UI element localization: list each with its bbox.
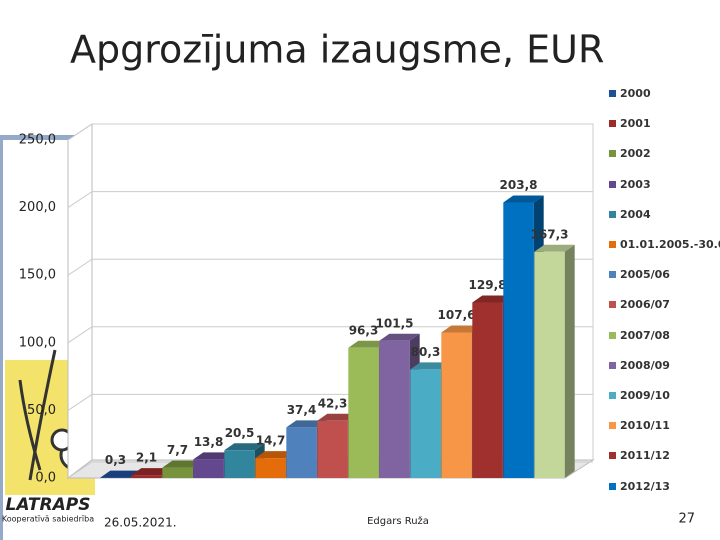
legend-swatch [609,482,616,490]
bar [224,450,255,478]
data-label: 13,8 [194,435,224,449]
bar [441,332,472,478]
legend-swatch [609,180,616,188]
grid-line [67,258,593,276]
legend-swatch [609,120,616,128]
legend-label: 2011/12 [620,449,670,463]
legend-label: 2008/09 [620,358,670,372]
y-tick-label: 0,0 [35,471,56,486]
legend-label: 2009/10 [620,389,670,402]
logo-text: LATRAPS [6,495,91,515]
bar [286,427,317,478]
bar [472,302,503,478]
data-label: 7,7 [167,443,188,457]
date: 26.05.2021. [104,516,177,530]
data-label: 101,5 [376,316,414,330]
bar-top [286,420,327,428]
grid-line [67,191,593,209]
data-label: 80,3 [411,345,441,359]
legend-label: 2012/13 [620,479,670,493]
legend-label: 2000 [620,87,651,100]
bar [131,475,162,478]
side-wall [67,123,93,479]
data-label: 107,6 [438,308,476,322]
bar-top [317,413,358,421]
legend-label: 2002 [620,147,651,161]
bar-top [100,470,141,478]
y-tick-label: 50,0 [27,403,56,418]
legend-swatch [609,331,616,339]
bar-top [255,451,296,459]
bar-top [162,460,203,468]
bar-top [131,468,172,476]
data-label: 20,5 [225,426,255,440]
legend-swatch [609,210,616,218]
legend-swatch [609,452,616,460]
legend-swatch [609,392,616,399]
legend-label: 2007/08 [620,328,670,342]
y-tick-label: 100,0 [19,335,56,350]
bar-top [224,443,265,451]
grid-line [67,123,593,141]
side-rule [0,135,3,540]
bar [317,420,348,478]
logo-subtext: Kooperatīvā sabiedrība [2,515,94,524]
bar-top [193,452,234,460]
grid-line [67,326,593,344]
bar-top [472,295,513,303]
data-label: 2,1 [136,451,157,465]
bar-top [503,195,544,203]
legend-swatch [609,301,616,309]
legend-swatch [609,90,616,97]
data-label: 96,3 [349,323,379,337]
bar-side [564,244,575,478]
page-number: 27 [678,512,695,527]
data-label: 14,7 [256,434,286,448]
data-label: 167,3 [531,227,569,241]
data-label: 129,8 [469,278,507,292]
legend-label: 2001 [620,117,651,131]
chart-title: Apgrozījuma izaugsme, EUR [70,28,604,72]
legend-swatch [609,150,616,158]
legend-swatch [609,361,616,369]
legend-swatch [609,271,616,279]
legend-swatch [609,241,616,248]
data-label: 203,8 [500,178,538,192]
bar [534,251,565,478]
legend-swatch [609,422,616,430]
bar [255,458,286,478]
bar [193,459,224,478]
legend-label: 2010/11 [620,419,670,433]
bar [410,369,441,478]
data-label: 37,4 [287,403,317,417]
y-tick-label: 200,0 [19,200,56,215]
bar [162,467,193,478]
legend-label: 2004 [620,207,651,221]
bar [379,340,410,478]
data-label: 42,3 [318,396,348,410]
legend-label: 2003 [620,177,651,191]
y-tick-label: 150,0 [19,268,56,283]
bar-top [410,362,451,370]
bar-top [379,333,420,341]
bar [348,347,379,478]
bar-top [348,340,389,348]
bar-top [441,325,482,333]
author: Edgars Ruža [367,515,429,527]
legend-label: 2006/07 [620,298,670,312]
data-label: 0,3 [105,453,126,467]
legend-label: 2005/06 [620,268,670,282]
bar [503,202,534,478]
legend-label: 01.01.2005.-30.06.2005. [620,238,720,251]
y-tick-label: 250,0 [19,133,56,148]
bar-top [534,244,575,252]
